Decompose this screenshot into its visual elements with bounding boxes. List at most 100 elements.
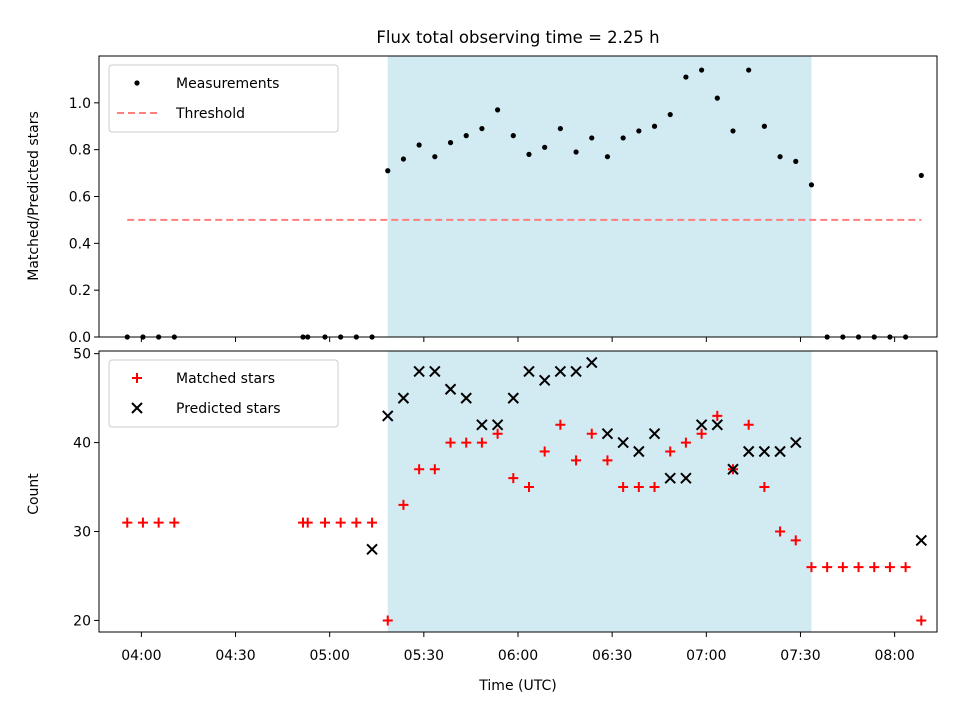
- data-point: [492, 428, 503, 439]
- data-point: [414, 464, 425, 475]
- data-point: [790, 535, 801, 546]
- data-point: [367, 517, 378, 528]
- legend-box: [108, 64, 339, 133]
- data-point: [510, 133, 516, 139]
- y-axis-label-ratio: Matched/Predicted stars: [26, 111, 42, 281]
- data-point: [445, 437, 456, 448]
- data-point: [476, 419, 488, 431]
- y-tick-label: 40: [73, 436, 91, 452]
- x-tick-label: 08:00: [874, 648, 914, 664]
- data-point: [620, 135, 626, 141]
- data-point: [806, 562, 817, 573]
- data-point: [680, 437, 691, 448]
- x-tick-label: 04:30: [215, 648, 255, 664]
- data-point: [759, 482, 770, 493]
- x-tick-label: 05:30: [404, 648, 444, 664]
- legend-box: [108, 359, 339, 428]
- legend-swatch: [132, 373, 142, 383]
- data-point: [491, 419, 504, 431]
- data-point: [153, 517, 164, 528]
- data-point: [122, 517, 133, 528]
- data-point: [335, 517, 346, 528]
- data-point: [900, 562, 911, 573]
- data-point: [416, 142, 422, 148]
- data-point: [617, 436, 629, 449]
- data-point: [775, 526, 786, 537]
- y-tick-label: 1.0: [69, 96, 91, 112]
- data-point: [648, 427, 661, 440]
- data-point: [366, 543, 378, 556]
- shaded-span: [387, 56, 812, 337]
- data-point: [712, 410, 723, 421]
- data-point: [774, 445, 786, 458]
- data-point: [463, 133, 469, 139]
- y-tick-label: 20: [73, 613, 91, 629]
- data-point: [604, 154, 611, 160]
- y-tick-label: 30: [73, 525, 91, 541]
- data-point: [667, 111, 673, 118]
- data-point: [555, 419, 566, 430]
- y-tick-label: 0.0: [69, 330, 91, 346]
- data-point: [743, 419, 754, 430]
- legend-label: Measurements: [176, 76, 279, 92]
- data-point: [683, 74, 689, 80]
- data-point: [758, 445, 771, 458]
- legend-label: Threshold: [175, 106, 245, 122]
- data-point: [382, 615, 393, 626]
- data-point: [730, 128, 736, 134]
- data-point: [397, 392, 410, 404]
- data-point: [742, 445, 755, 458]
- data-point: [429, 464, 440, 475]
- data-point: [711, 419, 724, 431]
- data-point: [884, 562, 895, 573]
- data-point: [137, 517, 148, 528]
- data-point: [460, 392, 472, 404]
- data-point: [636, 128, 642, 134]
- data-point: [479, 125, 485, 132]
- data-point: [695, 419, 708, 431]
- data-point: [432, 154, 438, 160]
- data-point: [602, 455, 613, 466]
- data-point: [916, 615, 927, 626]
- data-point: [586, 428, 597, 439]
- series-predicted-stars: [366, 356, 928, 556]
- data-point: [444, 383, 457, 395]
- data-point: [837, 562, 848, 573]
- data-point: [651, 123, 658, 129]
- data-point: [398, 499, 409, 510]
- data-point: [915, 534, 928, 547]
- x-tick-label: 06:00: [498, 648, 538, 664]
- data-point: [573, 149, 579, 155]
- data-point: [523, 482, 534, 493]
- shaded-span: [387, 351, 812, 632]
- data-point: [494, 107, 501, 113]
- x-tick-label: 07:00: [686, 648, 726, 664]
- data-point: [822, 562, 833, 573]
- legend-label: Predicted stars: [176, 401, 281, 417]
- data-point: [554, 365, 567, 378]
- data-point: [746, 67, 752, 73]
- y-tick-label: 0.6: [69, 190, 91, 206]
- y-tick-label: 0.8: [69, 143, 91, 159]
- data-point: [714, 95, 720, 101]
- data-point: [586, 356, 598, 369]
- data-point: [508, 473, 519, 484]
- data-point: [542, 144, 548, 150]
- data-point: [461, 437, 472, 448]
- data-point: [526, 151, 532, 157]
- data-point: [523, 365, 535, 378]
- data-point: [680, 472, 692, 484]
- data-point: [385, 168, 391, 174]
- data-point: [633, 445, 645, 458]
- data-point: [869, 562, 880, 573]
- legend: Measurements Threshold: [108, 64, 339, 133]
- data-point: [557, 125, 563, 132]
- data-point: [538, 374, 551, 387]
- data-point: [507, 392, 519, 404]
- x-tick-label: 05:00: [310, 648, 350, 664]
- legend: Matched stars Predicted stars: [108, 359, 339, 428]
- data-point: [808, 182, 815, 188]
- data-point: [793, 158, 799, 164]
- data-point: [777, 154, 783, 160]
